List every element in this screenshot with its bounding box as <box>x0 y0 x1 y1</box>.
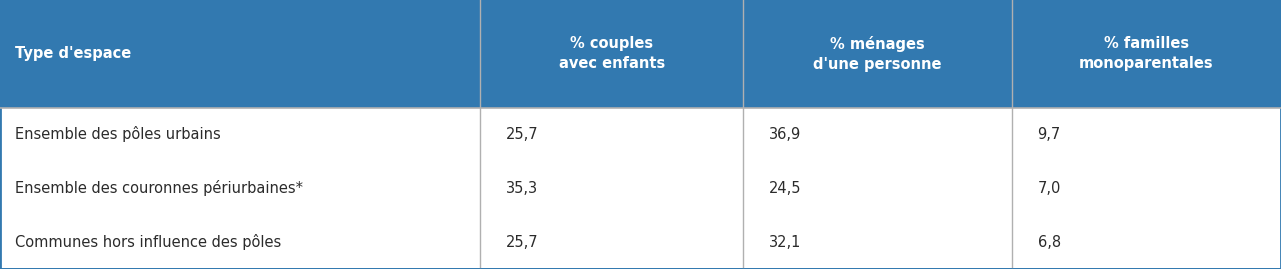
Text: 25,7: 25,7 <box>506 235 538 250</box>
Text: 6,8: 6,8 <box>1038 235 1061 250</box>
Text: Ensemble des couronnes périurbaines*: Ensemble des couronnes périurbaines* <box>15 180 304 196</box>
Bar <box>0 108 1281 269</box>
Text: % ménages
d'une personne: % ménages d'une personne <box>813 36 942 72</box>
Text: 7,0: 7,0 <box>1038 181 1061 196</box>
Text: Ensemble des pôles urbains: Ensemble des pôles urbains <box>15 126 222 143</box>
Text: 35,3: 35,3 <box>506 181 538 196</box>
Text: 9,7: 9,7 <box>1038 127 1061 142</box>
Text: 25,7: 25,7 <box>506 127 538 142</box>
Text: 24,5: 24,5 <box>769 181 801 196</box>
Text: 36,9: 36,9 <box>769 127 801 142</box>
Text: % couples
avec enfants: % couples avec enfants <box>559 36 665 71</box>
Text: % familles
monoparentales: % familles monoparentales <box>1079 36 1214 71</box>
Text: Type d'espace: Type d'espace <box>15 46 132 61</box>
Bar <box>0 0 1281 108</box>
Text: 32,1: 32,1 <box>769 235 801 250</box>
Text: Communes hors influence des pôles: Communes hors influence des pôles <box>15 234 282 250</box>
